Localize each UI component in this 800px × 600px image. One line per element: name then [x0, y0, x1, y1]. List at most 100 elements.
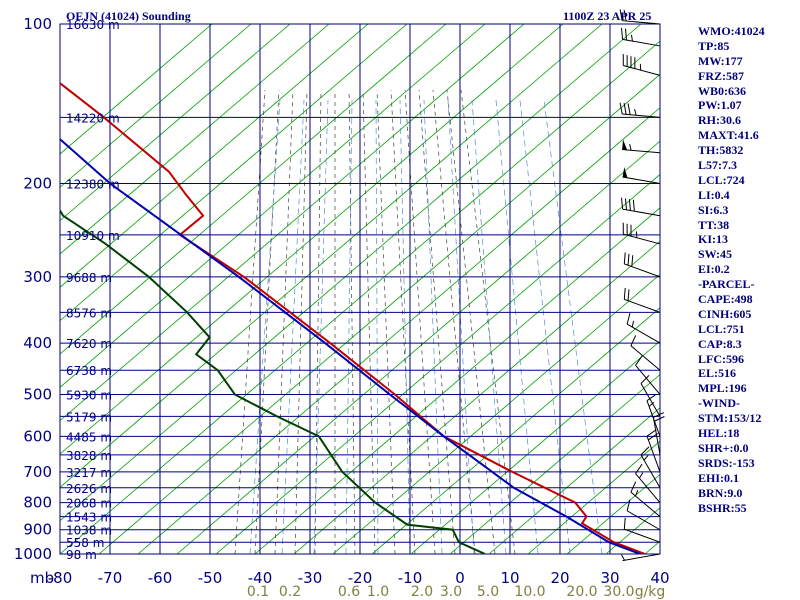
pressure-tick-label: 100 — [23, 15, 52, 33]
barb-flag — [646, 429, 657, 437]
barb-flag — [653, 412, 664, 418]
stat-item: KI:13 — [698, 232, 728, 247]
barb-staff — [630, 345, 661, 371]
temp-tick-label: 30 — [600, 569, 619, 587]
height-label: 14220 m — [66, 111, 120, 125]
height-label: 3217 m — [66, 466, 112, 480]
moist-adiabat — [348, 89, 356, 554]
moist-adiabat — [446, 89, 496, 554]
mixing-ratio-line — [543, 99, 603, 554]
stat-item: BSHR:55 — [698, 500, 747, 515]
mixing-ratio-line — [447, 99, 475, 554]
wind-barb — [619, 102, 661, 118]
mixing-ratio-line — [399, 99, 411, 554]
moist-adiabat — [390, 89, 416, 554]
barb-flag — [619, 9, 623, 21]
temp-tick-label: -40 — [248, 569, 273, 587]
height-label: 5179 m — [66, 410, 112, 424]
dry-adiabat — [60, 24, 213, 155]
x-axis-lead-label: mb — [30, 569, 54, 587]
wind-barb — [652, 412, 665, 455]
stat-item: BRN:9.0 — [698, 485, 743, 500]
dry-adiabat — [98, 73, 660, 554]
barb-flag — [630, 335, 637, 346]
mixing-ratio-label: 2.0 — [411, 584, 433, 600]
temp-tick-label: -80 — [48, 569, 73, 587]
barb-flag — [621, 197, 624, 210]
barb-staff — [622, 208, 661, 217]
height-label: 558 m — [66, 536, 104, 550]
wind-barb — [621, 553, 661, 562]
height-label: 10910 m — [66, 229, 120, 243]
pressure-tick-label: 700 — [23, 463, 52, 481]
temp-tick-label: -10 — [398, 569, 423, 587]
stat-item: RH:30.6 — [698, 113, 741, 128]
barb-staff — [622, 176, 661, 185]
chart-grid — [59, 23, 661, 555]
barb-pennant — [622, 167, 628, 178]
wind-barb — [626, 312, 661, 344]
barb-flag — [631, 255, 634, 267]
mixing-ratio-line — [423, 99, 443, 554]
mixing-ratio-label: 0.6 — [338, 584, 360, 600]
barb-half-flag — [639, 472, 644, 479]
dry-adiabat — [332, 273, 660, 554]
stat-item: SHR+:0.0 — [698, 440, 749, 455]
barb-staff — [623, 233, 661, 245]
temp-tick-label: 40 — [650, 569, 669, 587]
height-label: 12380 m — [66, 178, 120, 192]
mixing-ratio-line — [375, 99, 379, 554]
mixing-ratio-line — [249, 99, 281, 554]
barb-staff — [622, 20, 661, 25]
barb-flag — [635, 463, 643, 474]
dry-adiabat — [176, 140, 660, 554]
barb-staff — [626, 323, 661, 344]
height-label: 9688 m — [66, 271, 112, 285]
stat-item: TP:85 — [698, 38, 730, 53]
wind-barb — [619, 9, 661, 25]
stat-item: EL:516 — [698, 366, 737, 381]
barb-flag — [648, 432, 658, 441]
wind-barb — [646, 429, 661, 473]
dry-adiabat — [60, 24, 642, 522]
pressure-tick-label: 800 — [23, 494, 52, 512]
height-label: 1038 m — [66, 524, 112, 538]
barb-flag — [621, 27, 624, 40]
moist-adiabat — [314, 89, 322, 554]
barb-flag — [630, 481, 637, 493]
height-label: 98 m — [66, 548, 97, 562]
chart-timestamp: 1100Z 23 APR 25 — [563, 9, 652, 23]
height-label: 8576 m — [66, 306, 112, 320]
dry-adiabat — [60, 24, 291, 222]
mixing-ratio-line — [313, 99, 329, 554]
pressure-tick-label: 400 — [23, 334, 52, 352]
barb-staff — [623, 65, 661, 76]
barb-half-flag — [634, 108, 637, 116]
mixing-ratio-label: 20.0 — [566, 584, 597, 600]
mixing-ratio-label: 30.0 — [603, 584, 634, 600]
stat-item: EI:0.2 — [698, 262, 730, 277]
dry-adiabat — [60, 40, 660, 554]
barb-flag — [623, 517, 626, 530]
mixing-ratio-line — [519, 99, 571, 554]
barb-flag — [632, 199, 635, 212]
barb-half-flag — [648, 402, 655, 407]
temp-tick-label: -50 — [198, 569, 223, 587]
barb-flag — [653, 416, 665, 422]
wind-barb — [630, 481, 661, 517]
stat-item: MAXT:41.6 — [698, 128, 759, 143]
barb-staff — [622, 38, 661, 47]
stat-item: CINH:605 — [698, 306, 752, 321]
stat-item: WMO:41024 — [698, 24, 765, 38]
moist-adiabat — [418, 89, 456, 554]
stat-item: L57:7.3 — [698, 158, 737, 173]
pressure-tick-label: 500 — [23, 385, 52, 403]
wind-barb — [623, 287, 661, 313]
height-label: 2626 m — [66, 482, 112, 496]
height-label: 4485 m — [66, 430, 112, 444]
barb-flag — [623, 287, 626, 300]
barb-flag — [623, 103, 627, 115]
series-layer — [60, 81, 646, 554]
dewpoint-line — [60, 208, 486, 554]
wind-barb — [621, 197, 661, 217]
